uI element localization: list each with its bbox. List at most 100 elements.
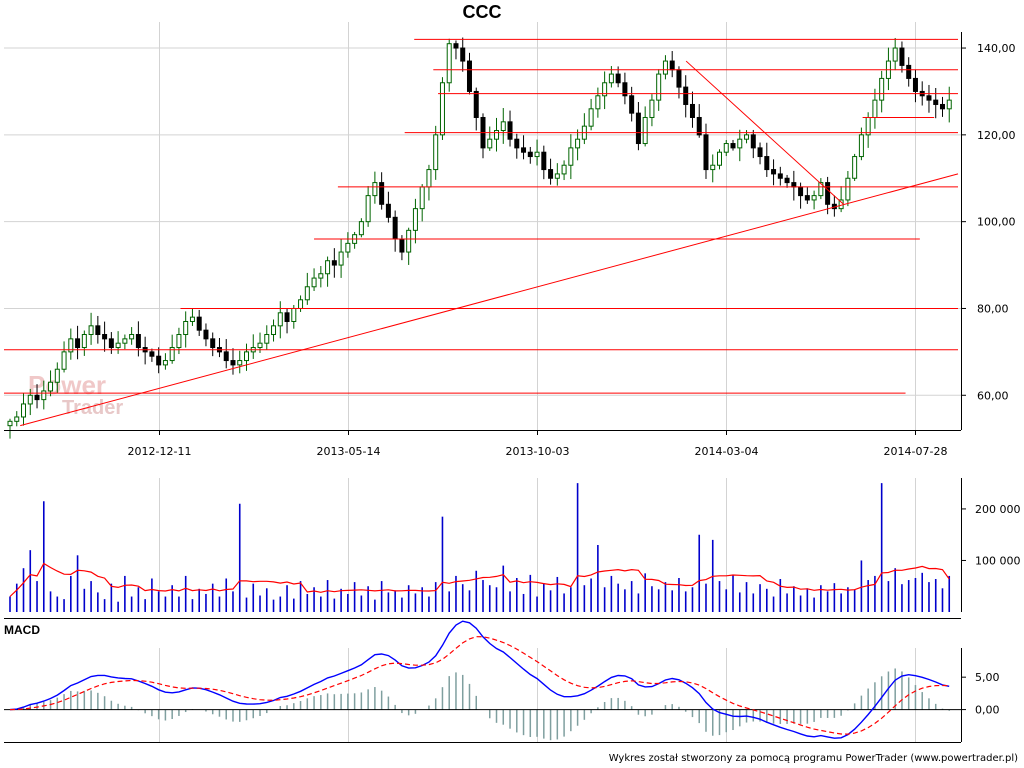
candle-body-128 [872, 99, 878, 118]
candle-body-75 [514, 138, 520, 149]
candle-body-58 [399, 238, 405, 253]
candle-111 [757, 142, 763, 165]
candle-136 [926, 84, 932, 113]
candle-body-95 [649, 99, 655, 118]
candle-body-25 [176, 334, 182, 349]
candle-body-41 [284, 312, 290, 322]
candle-95 [649, 94, 655, 127]
candle-30 [210, 332, 216, 357]
price-y-tick-label-0: 60,00 [977, 389, 1009, 402]
candle-28 [196, 309, 202, 336]
candle-57 [392, 210, 398, 252]
candle-body-15 [108, 338, 114, 349]
candle-body-109 [744, 134, 750, 140]
candle-6 [48, 370, 54, 397]
candle-48 [331, 248, 337, 278]
candle-12 [88, 312, 94, 345]
candle-body-24 [169, 347, 175, 362]
candle-body-106 [723, 143, 729, 153]
candle-body-47 [325, 260, 331, 275]
candle-body-124 [845, 177, 851, 201]
candle-86 [588, 98, 594, 131]
candle-7 [54, 362, 60, 393]
candle-body-74 [507, 121, 513, 140]
price-x-tick-label-4: 2014-07-28 [884, 445, 948, 458]
candle-body-34 [237, 360, 243, 366]
price-y-tick-label-3: 120,00 [977, 129, 1016, 142]
candle-body-5 [41, 390, 47, 401]
candle-body-78 [534, 151, 540, 158]
trend-line-0 [20, 173, 959, 427]
candle-38 [264, 325, 270, 350]
candle-139 [946, 86, 952, 123]
macd-line [9, 620, 950, 739]
candle-body-83 [568, 147, 574, 166]
support-resistance-lines [4, 38, 959, 427]
candle-body-28 [196, 316, 202, 331]
candle-body-62 [426, 169, 432, 188]
candle-92 [629, 86, 635, 122]
candle-134 [912, 69, 918, 103]
candle-35 [244, 343, 249, 371]
volume-y-tick-label-1: 200 000 [975, 503, 1021, 516]
candle-body-112 [764, 156, 770, 171]
candle-123 [838, 186, 844, 213]
candle-body-57 [392, 216, 398, 240]
candle-body-91 [622, 82, 628, 97]
candle-body-32 [223, 351, 229, 362]
candle-122 [831, 195, 837, 217]
candle-69 [473, 87, 479, 131]
candle-103 [703, 123, 709, 179]
volume-moving-average [9, 562, 950, 597]
candle-body-55 [379, 182, 385, 205]
candle-body-107 [730, 143, 736, 149]
candle-body-45 [311, 277, 317, 288]
candle-body-65 [446, 43, 452, 84]
candle-16 [115, 331, 121, 354]
candle-67 [460, 37, 466, 72]
candle-64 [439, 77, 445, 140]
candle-130 [885, 47, 891, 91]
candle-73 [500, 108, 506, 144]
candle-15 [108, 332, 114, 354]
candle-106 [723, 140, 729, 157]
candle-body-118 [804, 195, 810, 201]
candle-52 [358, 218, 364, 238]
candle-body-104 [710, 164, 716, 171]
candle-body-39 [271, 325, 277, 336]
candle-body-94 [642, 116, 648, 145]
candle-body-40 [277, 312, 283, 327]
candle-114 [777, 166, 783, 186]
candle-body-48 [331, 260, 337, 266]
candle-body-110 [750, 134, 756, 149]
candle-body-98 [669, 60, 675, 71]
candle-body-61 [419, 186, 425, 210]
candle-33 [230, 348, 236, 375]
price-x-tick-label-0: 2012-12-11 [128, 445, 192, 458]
candle-body-19 [135, 334, 141, 349]
candle-body-13 [95, 325, 101, 336]
candle-27 [189, 308, 195, 326]
candle-53 [365, 186, 371, 227]
candle-body-27 [189, 316, 195, 322]
candle-body-9 [68, 338, 74, 353]
candle-23 [162, 353, 168, 370]
candle-body-64 [439, 82, 445, 136]
candle-body-89 [608, 73, 614, 84]
candle-55 [379, 172, 385, 210]
candle-body-33 [230, 360, 236, 366]
candle-31 [216, 337, 222, 358]
candle-101 [689, 91, 695, 128]
candle-body-23 [162, 360, 168, 366]
candle-40 [277, 301, 283, 339]
candle-body-21 [149, 351, 155, 357]
candle-34 [237, 350, 243, 374]
candle-body-102 [696, 116, 702, 136]
candle-body-108 [737, 138, 743, 149]
candle-98 [669, 51, 675, 78]
candle-47 [325, 256, 331, 287]
candle-body-77 [527, 151, 533, 158]
candle-112 [764, 142, 770, 177]
